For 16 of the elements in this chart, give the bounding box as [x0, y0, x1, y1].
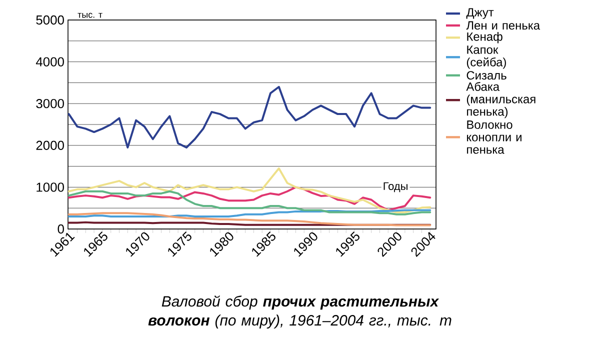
legend-label: Кенаф: [467, 32, 502, 44]
y-tick-label: 5000: [36, 15, 64, 25]
y-tick-label: 2000: [36, 140, 64, 150]
y-tick-label: 4000: [36, 57, 64, 66]
chart-title: Валовой сбор прочих растительных волокон (по миру), 1961–2004 гг., тыс. т: [148, 295, 452, 329]
legend-label: Джут: [466, 8, 494, 19]
legend-label: Сизаль: [466, 71, 506, 80]
y-tick-label: 3000: [36, 99, 64, 108]
y-tick-label: 0: [58, 224, 64, 234]
x-axis-title: Годы: [384, 182, 408, 192]
legend-label: Лен и пенька: [466, 21, 540, 30]
legend-label: Абака (манильская пенька): [466, 82, 536, 118]
legend-label: Капок (сейба): [466, 46, 506, 69]
legend-label: Волокно конопли и пенька: [467, 120, 522, 154]
y-tick-label: 1000: [36, 182, 64, 192]
y-axis-title: тыс. т: [78, 12, 102, 18]
